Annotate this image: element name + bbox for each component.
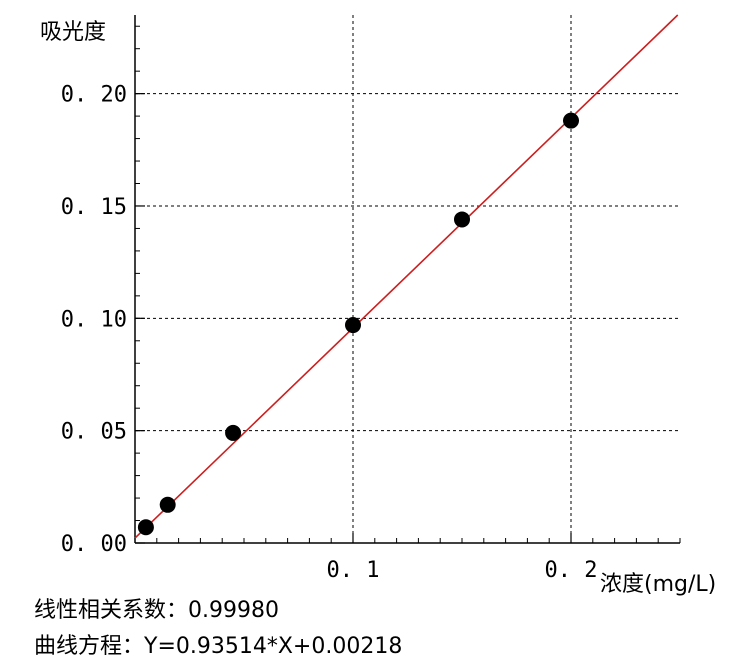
data-point — [563, 112, 579, 129]
y-tick-label: 0. 00 — [61, 532, 127, 557]
equation-text: 曲线方程：Y=0.93514*X+0.00218 — [34, 634, 403, 659]
y-axis-title: 吸光度 — [40, 20, 106, 45]
tick-labels: 0. 00 0. 05 0. 10 0. 15 0. 20 0. 1 0. 2 — [61, 83, 598, 583]
data-point — [454, 211, 470, 228]
y-tick-label: 0. 15 — [61, 195, 127, 220]
y-tick-label: 0. 10 — [61, 307, 127, 332]
y-tick-label: 0. 20 — [61, 83, 127, 108]
correlation-text: 线性相关系数：0.99980 — [34, 598, 279, 623]
data-point — [225, 424, 242, 441]
data-point — [137, 519, 154, 536]
data-point — [345, 317, 361, 334]
x-axis-title: 浓度(mg/L) — [600, 572, 716, 597]
fit-line-path — [134, 14, 679, 539]
data-points — [137, 112, 579, 536]
data-point — [159, 496, 176, 513]
axis-ticks — [134, 25, 681, 544]
y-tick-label: 0. 05 — [61, 420, 127, 445]
calibration-chart: 0. 00 0. 05 0. 10 0. 15 0. 20 0. 1 0. 2 吸光度 浓度… — [40, 14, 716, 597]
x-tick-label: 0. 1 — [327, 558, 380, 583]
x-tick-label: 0. 2 — [545, 558, 598, 583]
fit-line — [134, 14, 679, 539]
grid-lines — [135, 15, 680, 543]
